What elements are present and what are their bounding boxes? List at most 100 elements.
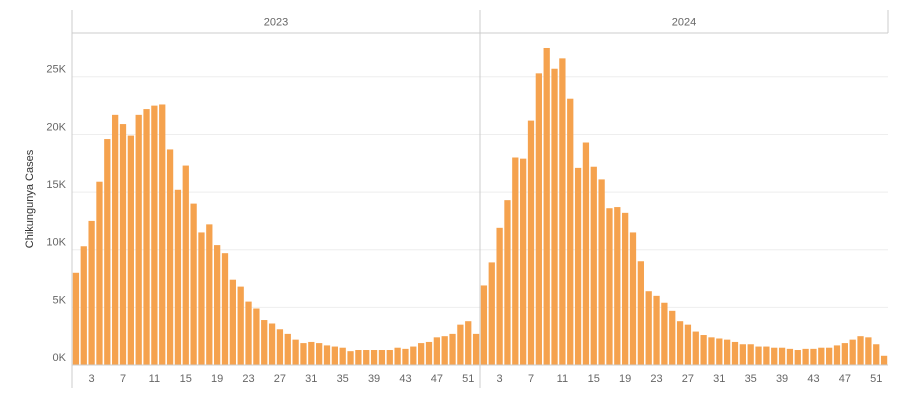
bar	[370, 350, 378, 365]
bar	[347, 351, 354, 365]
bar	[284, 333, 291, 365]
bar	[245, 301, 252, 365]
x-tick-label: 31	[713, 373, 725, 385]
bar	[818, 347, 825, 365]
bar	[292, 339, 299, 365]
x-tick-label: 47	[431, 373, 443, 385]
bar	[308, 341, 315, 365]
bar	[692, 331, 699, 365]
x-tick-label: 31	[305, 373, 317, 385]
bar	[504, 200, 511, 365]
x-tick-label: 39	[776, 373, 788, 385]
bar	[716, 338, 723, 365]
bar	[206, 224, 213, 365]
x-tick-label: 3	[89, 373, 95, 385]
bar	[739, 344, 746, 365]
bar	[237, 286, 244, 365]
bar	[661, 302, 668, 365]
bar	[363, 350, 370, 365]
bar	[159, 104, 166, 365]
bar	[880, 355, 888, 365]
bar	[276, 329, 284, 365]
bar	[567, 98, 574, 365]
bar	[865, 337, 872, 365]
bar	[724, 339, 731, 365]
bar	[316, 343, 323, 365]
y-axis-label: Chikungunya Cases	[24, 149, 36, 248]
bar	[590, 166, 597, 365]
bar	[826, 347, 833, 365]
bar	[606, 208, 613, 365]
bar	[535, 73, 542, 365]
bar	[441, 336, 448, 365]
bar	[355, 350, 362, 365]
y-tick-label: 0K	[53, 352, 67, 364]
x-tick-label: 27	[274, 373, 286, 385]
bar	[472, 333, 480, 365]
x-tick-label: 11	[149, 373, 160, 385]
bar	[182, 165, 189, 365]
bar	[418, 343, 425, 365]
bar	[300, 343, 307, 365]
bar	[425, 341, 433, 365]
bar	[708, 337, 715, 365]
bar	[669, 310, 676, 365]
bar	[622, 212, 629, 365]
bar	[449, 333, 456, 365]
bar	[559, 58, 566, 365]
x-tick-label: 11	[557, 373, 568, 385]
bar	[488, 262, 495, 365]
bar	[496, 227, 503, 365]
bar	[676, 321, 684, 365]
bar	[465, 321, 472, 365]
bar	[214, 245, 221, 365]
bar	[112, 114, 119, 365]
x-tick-label: 3	[497, 373, 503, 385]
x-tick-label: 43	[807, 373, 819, 385]
bar	[849, 339, 856, 365]
bar	[755, 346, 762, 365]
x-tick-label: 15	[588, 373, 600, 385]
bar	[143, 109, 150, 365]
bar	[331, 346, 338, 365]
bar	[96, 181, 103, 365]
bar	[127, 135, 134, 365]
x-tick-label: 47	[839, 373, 851, 385]
bar	[637, 261, 644, 365]
facet-title: 2024	[672, 16, 696, 28]
x-tick-label: 35	[745, 373, 757, 385]
bar	[386, 350, 393, 365]
bar	[551, 68, 558, 365]
y-tick-label: 25K	[46, 64, 66, 76]
x-tick-label: 19	[619, 373, 631, 385]
bar	[104, 139, 111, 365]
bar	[480, 285, 488, 365]
bar	[857, 336, 864, 365]
bar	[221, 253, 229, 365]
bar	[574, 167, 582, 365]
bar	[394, 347, 401, 365]
bar	[378, 350, 386, 365]
bar	[174, 189, 182, 365]
bar	[229, 279, 236, 365]
x-tick-label: 7	[120, 373, 126, 385]
bar	[402, 348, 409, 365]
bar	[786, 348, 794, 365]
bar	[731, 341, 739, 365]
bar	[841, 343, 848, 365]
x-tick-label: 27	[682, 373, 694, 385]
bar	[598, 179, 605, 365]
bar	[763, 346, 770, 365]
bar	[543, 47, 550, 365]
bar	[261, 320, 268, 365]
bar	[135, 114, 142, 365]
bar	[527, 120, 535, 365]
bar	[778, 347, 786, 365]
x-tick-label: 19	[211, 373, 223, 385]
bar	[700, 335, 707, 365]
bar	[512, 157, 519, 365]
x-tick-label: 43	[399, 373, 411, 385]
bar	[810, 348, 817, 365]
bar	[684, 324, 692, 365]
